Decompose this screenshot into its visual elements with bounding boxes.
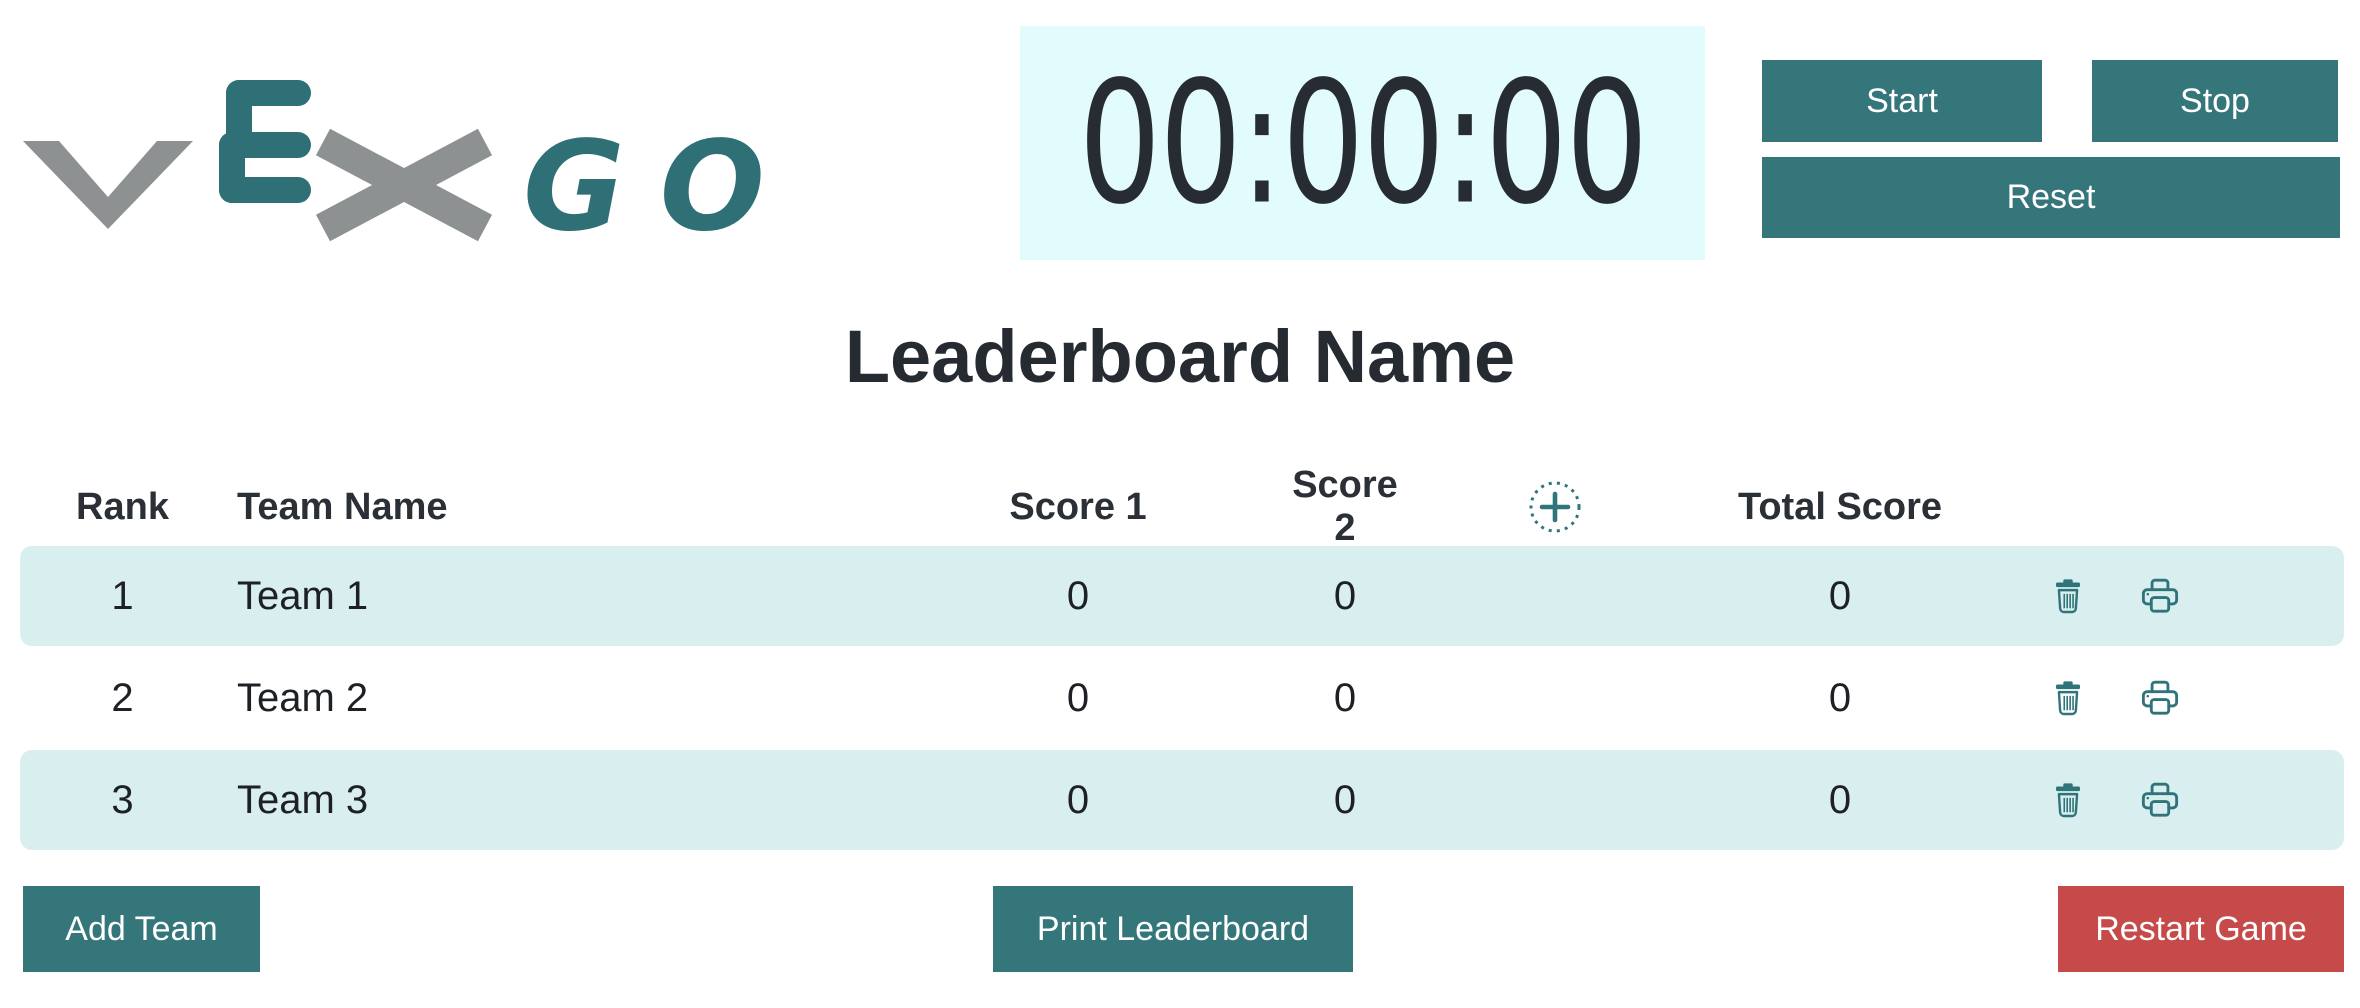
table-row: 2 Team 2 0 0 0: [20, 648, 2344, 748]
rank-cell: 2: [111, 675, 134, 720]
team-name-cell[interactable]: Team 2: [237, 675, 369, 720]
table-row: 3 Team 3 0 0 0: [20, 750, 2344, 850]
score2-cell[interactable]: 0: [1333, 777, 1357, 822]
table-header: Rank Team Name Score 1 Score 2 Total Sco…: [20, 464, 2344, 549]
print-team-button[interactable]: [2139, 679, 2181, 717]
trash-icon: [2056, 783, 2080, 818]
print-team-button[interactable]: [2139, 577, 2181, 615]
timer-display: 00:00:00: [1020, 26, 1705, 260]
start-button[interactable]: Start: [1762, 60, 2042, 142]
score2-cell[interactable]: 0: [1333, 675, 1357, 720]
trash-icon: [2056, 579, 2080, 614]
column-header-team-name: Team Name: [237, 485, 448, 528]
delete-team-button[interactable]: [2052, 577, 2084, 615]
trash-icon: [2056, 681, 2080, 716]
add-score-column-button[interactable]: [1528, 480, 1582, 534]
column-header-score2: Score 2: [1292, 464, 1398, 549]
printer-icon: [2141, 782, 2179, 817]
rank-cell: 3: [111, 777, 134, 822]
go-wordmark: GO: [523, 115, 773, 259]
restart-game-button[interactable]: Restart Game: [2058, 886, 2344, 972]
printer-icon: [2141, 680, 2179, 715]
printer-icon: [2141, 578, 2179, 613]
leaderboard-name[interactable]: Leaderboard Name: [844, 315, 1516, 398]
total-score-cell: 0: [1828, 777, 1852, 822]
score1-cell[interactable]: 0: [1066, 777, 1090, 822]
delete-team-button[interactable]: [2052, 679, 2084, 717]
add-team-button[interactable]: Add Team: [23, 886, 260, 972]
vex-letters: [23, 80, 493, 242]
reset-button[interactable]: Reset: [1762, 157, 2340, 238]
column-header-total-score: Total Score: [1737, 485, 1943, 528]
total-score-cell: 0: [1828, 573, 1852, 618]
print-leaderboard-button[interactable]: Print Leaderboard: [993, 886, 1353, 972]
column-header-score1: Score 1: [1009, 485, 1147, 528]
rank-cell: 1: [111, 573, 134, 618]
team-name-cell[interactable]: Team 3: [237, 777, 369, 822]
plus-circle-icon: [1529, 481, 1581, 533]
column-header-rank: Rank: [76, 485, 169, 528]
score2-cell[interactable]: 0: [1333, 573, 1357, 618]
print-team-button[interactable]: [2139, 781, 2181, 819]
team-name-cell[interactable]: Team 1: [237, 573, 369, 618]
table-row: 1 Team 1 0 0 0: [20, 546, 2344, 646]
score1-cell[interactable]: 0: [1066, 573, 1090, 618]
total-score-cell: 0: [1828, 675, 1852, 720]
vex-go-logo: GO: [23, 80, 765, 259]
timer-value: 00:00:00: [1078, 44, 1649, 242]
score1-cell[interactable]: 0: [1066, 675, 1090, 720]
delete-team-button[interactable]: [2052, 781, 2084, 819]
stop-button[interactable]: Stop: [2092, 60, 2338, 142]
